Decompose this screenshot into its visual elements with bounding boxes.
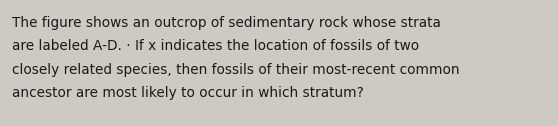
Text: are labeled A-D. · If x indicates the location of fossils of two: are labeled A-D. · If x indicates the lo… xyxy=(12,39,419,54)
Text: closely related species, then fossils of their most-recent common: closely related species, then fossils of… xyxy=(12,63,460,77)
Text: ancestor are most likely to occur in which stratum?: ancestor are most likely to occur in whi… xyxy=(12,87,364,101)
Text: The figure shows an outcrop of sedimentary rock whose strata: The figure shows an outcrop of sedimenta… xyxy=(12,16,441,30)
